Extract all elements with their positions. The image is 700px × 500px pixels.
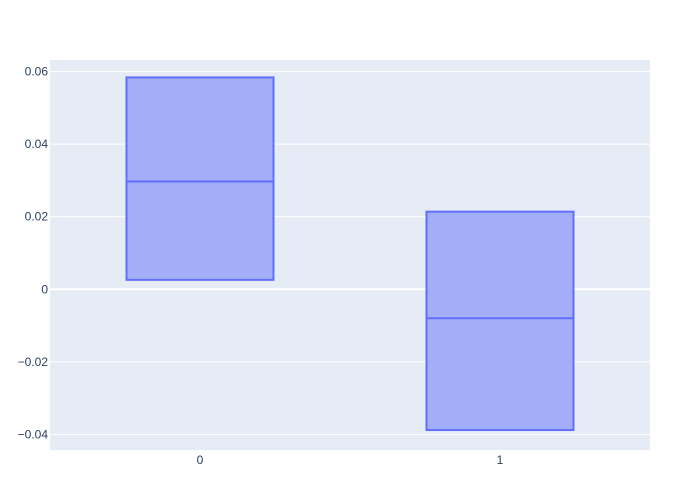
x-tick-label: 0 bbox=[197, 453, 204, 467]
y-tick-label: 0.02 bbox=[25, 210, 49, 224]
box-1 bbox=[425, 210, 575, 432]
y-tick-label: −0.02 bbox=[18, 355, 49, 369]
x-tick-label: 1 bbox=[497, 453, 504, 467]
y-tick-label: 0 bbox=[41, 282, 48, 296]
boxes bbox=[125, 76, 575, 432]
y-tick-label: 0.06 bbox=[25, 65, 49, 79]
y-axis-ticks: −0.04 −0.02 0 0.02 0.04 0.06 bbox=[18, 65, 49, 442]
box-0 bbox=[125, 76, 275, 281]
y-tick-label: −0.04 bbox=[18, 427, 49, 441]
y-tick-label: 0.04 bbox=[25, 137, 49, 151]
